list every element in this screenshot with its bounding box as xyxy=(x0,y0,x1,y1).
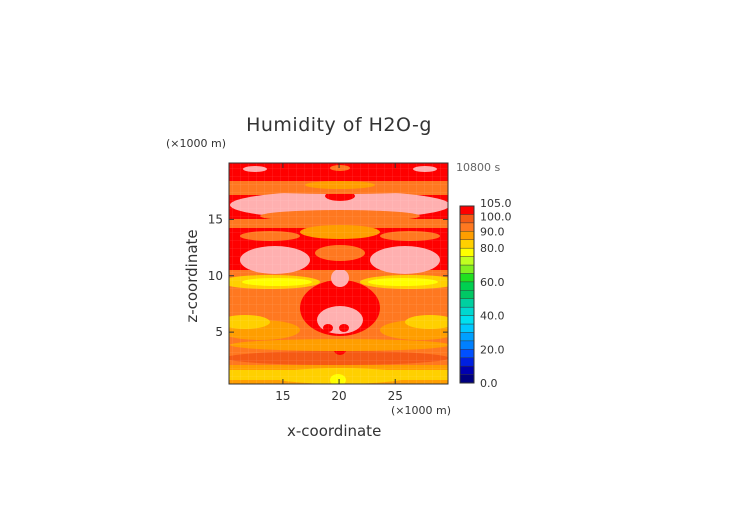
x-tick-label: 25 xyxy=(388,389,403,403)
colorbar-swatch xyxy=(459,298,475,308)
colorbar-tick-label: 0.0 xyxy=(480,377,498,390)
colorbar-tick-label: 20.0 xyxy=(480,343,505,356)
colorbar-swatch xyxy=(459,264,475,274)
colorbar-tick-label: 100.0 xyxy=(480,210,512,223)
chart-title: Humidity of H2O-g xyxy=(246,114,432,136)
colorbar-tick-label: 105.0 xyxy=(480,197,512,210)
colorbar-swatch xyxy=(459,374,475,384)
heatmap-field xyxy=(229,163,448,384)
colorbar-swatch xyxy=(459,273,475,283)
y-scale-label: (×1000 m) xyxy=(166,137,227,150)
colorbar-swatch xyxy=(459,256,475,266)
time-label: 10800 s xyxy=(456,161,501,174)
axes: 15 20 25 5 10 15 xyxy=(208,163,448,403)
colorbar-swatch xyxy=(459,239,475,249)
colorbar-tick-label: 80.0 xyxy=(480,242,505,255)
x-scale-label: (×1000 m) xyxy=(391,404,452,417)
colorbar-swatch xyxy=(459,357,475,367)
colorbar-swatch xyxy=(459,247,475,257)
colorbar-tick-label: 40.0 xyxy=(480,310,505,323)
x-axis-title: x-coordinate xyxy=(287,422,382,440)
colorbar-swatch xyxy=(459,222,475,232)
colorbar-swatch xyxy=(459,315,475,325)
colorbar-swatch xyxy=(459,205,475,215)
colorbar-tick-label: 90.0 xyxy=(480,225,505,238)
colorbar-swatch xyxy=(459,340,475,350)
grid-overlay xyxy=(229,163,448,384)
colorbar-swatch xyxy=(459,306,475,316)
colorbar-swatch xyxy=(459,332,475,342)
colorbar-swatch xyxy=(459,290,475,299)
plot-frame xyxy=(228,162,449,385)
x-tick-label: 15 xyxy=(275,389,290,403)
colorbar-swatch xyxy=(459,365,475,375)
colorbar-swatch xyxy=(459,281,475,291)
colorbar-frame xyxy=(459,205,475,384)
x-tick-label: 20 xyxy=(331,389,346,403)
y-tick-label: 5 xyxy=(215,325,223,339)
colorbar-swatch xyxy=(459,323,475,333)
colorbar-swatch xyxy=(459,349,475,358)
y-tick-label: 10 xyxy=(208,269,223,283)
y-tick-label: 15 xyxy=(208,212,223,226)
colorbar-tick-label: 60.0 xyxy=(480,276,505,289)
colorbar-swatch xyxy=(459,214,475,224)
colorbar-swatch xyxy=(459,231,475,240)
